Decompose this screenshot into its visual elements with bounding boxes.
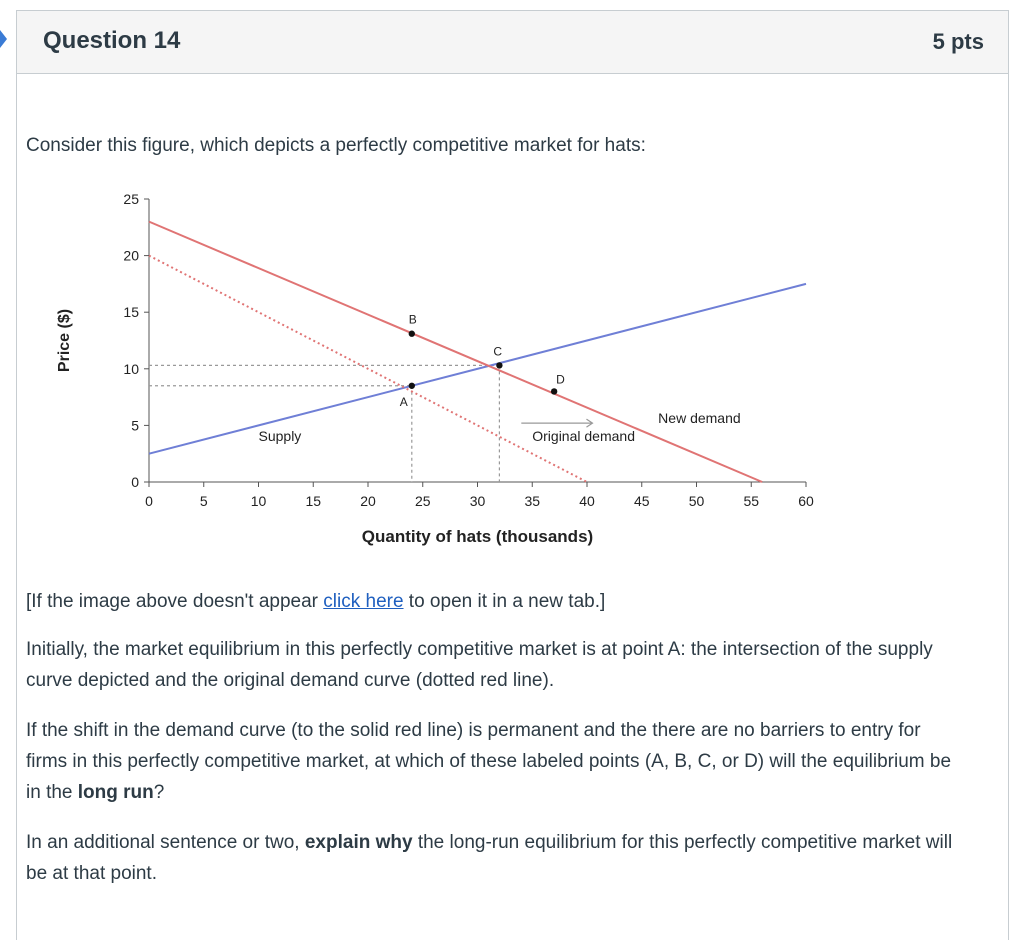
y-tick-label: 5 xyxy=(131,417,139,433)
fallback-prefix: [If the image above doesn't appear xyxy=(26,591,324,612)
point-label-A: A xyxy=(400,395,408,409)
y-tick-label: 15 xyxy=(123,304,139,320)
click-here-link[interactable]: click here xyxy=(323,591,404,612)
y-tick-label: 0 xyxy=(131,474,139,490)
series-line-original-demand xyxy=(148,254,588,483)
x-tick-label: 20 xyxy=(360,493,376,509)
supply-demand-figure: 0 5 10 15 20 25 0 5 10 15 20 25 30 35 40 45 50 55 60 Quanti… xyxy=(34,170,834,565)
question-title: Question 14 xyxy=(43,27,181,54)
shift-arrow-head xyxy=(586,418,594,428)
x-tick-label: 0 xyxy=(145,493,153,509)
paragraph-initial-equilibrium: Initially, the market equilibrium in thi… xyxy=(26,639,933,691)
paragraph-long-run-question: If the shift in the demand curve (to the… xyxy=(26,715,966,808)
chart-svg: 0 5 10 15 20 25 0 5 10 15 20 25 30 35 40 45 50 55 60 Quanti… xyxy=(56,191,814,546)
x-axis-label: Quantity of hats (thousands) xyxy=(362,527,593,546)
question-intro: Consider this figure, which depicts a pe… xyxy=(26,135,646,156)
explain-why-bold: explain why xyxy=(304,832,413,853)
point-label-D: D xyxy=(556,372,565,386)
y-tick-label: 10 xyxy=(123,361,139,377)
x-tick-label: 45 xyxy=(634,493,650,509)
para3-end: the long-run equilibrium for this perfec… xyxy=(26,832,953,884)
y-tick-label: 25 xyxy=(123,191,139,207)
new-demand-label: New demand xyxy=(658,410,741,426)
supply-label: Supply xyxy=(259,428,302,444)
para3-text: In an additional sentence or two, xyxy=(26,832,305,853)
series-line-new-demand xyxy=(148,220,763,483)
point-B xyxy=(408,330,415,337)
fallback-suffix: to open it in a new tab.] xyxy=(403,591,606,612)
point-A xyxy=(408,382,415,389)
para2-text: If the shift in the demand curve (to the… xyxy=(26,720,952,803)
x-tick-label: 40 xyxy=(579,493,595,509)
series-line-supply xyxy=(148,282,807,455)
question-points: 5 pts xyxy=(932,29,984,54)
x-tick-label: 60 xyxy=(798,493,814,509)
x-tick-label: 5 xyxy=(200,493,208,509)
original-demand-label: Original demand xyxy=(532,428,635,444)
long-run-bold: long run xyxy=(77,782,154,803)
image-fallback-note: [If the image above doesn't appear click… xyxy=(26,586,966,617)
x-tick-label: 25 xyxy=(415,493,431,509)
x-tick-label: 35 xyxy=(524,493,540,509)
question-header: Question 14 5 pts xyxy=(17,11,1008,74)
paragraph-explain: In an additional sentence or two, explai… xyxy=(26,827,966,889)
x-tick-label: 15 xyxy=(305,493,321,509)
question-nav-arrow-icon xyxy=(0,30,7,48)
question-card: Question 14 5 pts xyxy=(16,10,1009,940)
point-D xyxy=(550,388,558,395)
x-tick-label: 50 xyxy=(689,493,705,509)
point-label-B: B xyxy=(409,313,417,327)
point-label-C: C xyxy=(493,344,502,358)
point-C xyxy=(496,362,503,369)
y-axis-label: Price ($) xyxy=(56,309,73,372)
x-tick-label: 10 xyxy=(251,493,267,509)
para2-end: ? xyxy=(153,782,165,803)
x-tick-label: 55 xyxy=(743,493,759,509)
x-tick-label: 30 xyxy=(470,493,486,509)
y-tick-label: 20 xyxy=(123,248,139,264)
